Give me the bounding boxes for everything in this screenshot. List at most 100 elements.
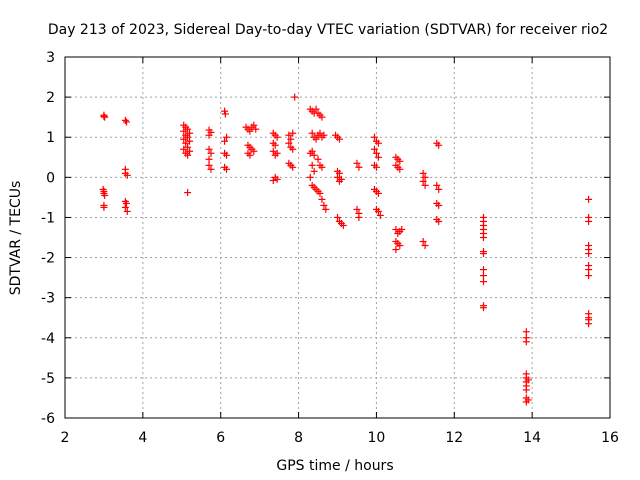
data-point bbox=[289, 145, 297, 153]
data-point bbox=[308, 147, 316, 155]
data-point bbox=[585, 272, 593, 280]
data-point bbox=[479, 278, 487, 286]
x-tick-label: 10 bbox=[368, 430, 386, 446]
data-point bbox=[398, 225, 406, 233]
data-point bbox=[524, 376, 532, 384]
y-tick-label: -3 bbox=[41, 291, 55, 307]
data-point bbox=[396, 157, 404, 165]
data-point bbox=[433, 181, 441, 189]
data-point bbox=[585, 217, 593, 225]
data-point bbox=[123, 207, 131, 215]
data-point bbox=[100, 203, 108, 211]
data-point bbox=[421, 181, 429, 189]
data-point bbox=[334, 173, 341, 181]
data-point bbox=[101, 113, 109, 121]
data-point bbox=[372, 163, 380, 171]
data-point bbox=[205, 161, 213, 169]
data-point bbox=[205, 145, 213, 153]
data-point bbox=[246, 151, 254, 159]
data-point bbox=[186, 129, 194, 137]
data-point bbox=[585, 320, 593, 328]
data-point bbox=[396, 242, 404, 250]
y-tick-label: -2 bbox=[41, 251, 55, 267]
data-point bbox=[121, 116, 129, 124]
y-tick-label: -4 bbox=[41, 331, 55, 347]
data-point bbox=[355, 163, 363, 171]
data-point bbox=[223, 151, 231, 159]
data-point bbox=[392, 246, 400, 254]
data-point bbox=[308, 161, 316, 169]
data-point bbox=[320, 131, 328, 139]
data-point bbox=[479, 304, 487, 312]
data-point bbox=[320, 201, 328, 209]
data-point bbox=[419, 177, 427, 185]
data-point bbox=[123, 199, 131, 207]
data-point bbox=[273, 175, 281, 183]
data-point bbox=[101, 191, 109, 199]
data-point bbox=[355, 213, 363, 221]
data-point bbox=[339, 221, 347, 229]
data-point bbox=[435, 217, 443, 225]
data-point bbox=[123, 118, 131, 126]
x-tick-label: 14 bbox=[523, 430, 541, 446]
data-point bbox=[435, 141, 443, 149]
data-point bbox=[585, 195, 593, 203]
data-point bbox=[273, 149, 281, 157]
y-tick-label: 1 bbox=[46, 130, 55, 146]
data-point bbox=[370, 145, 378, 153]
data-point bbox=[374, 207, 382, 215]
data-point bbox=[376, 211, 384, 219]
data-point bbox=[335, 169, 343, 177]
data-point bbox=[322, 205, 330, 213]
data-point bbox=[223, 133, 231, 141]
data-point bbox=[250, 121, 258, 129]
data-point bbox=[524, 396, 532, 404]
data-point bbox=[479, 234, 487, 241]
data-point bbox=[184, 133, 192, 141]
x-tick-label: 6 bbox=[216, 430, 225, 446]
data-point bbox=[121, 203, 129, 211]
y-tick-label: 2 bbox=[46, 90, 55, 106]
data-point bbox=[370, 133, 378, 141]
data-point bbox=[353, 205, 361, 213]
data-point bbox=[316, 129, 324, 137]
data-point bbox=[184, 143, 192, 151]
data-point bbox=[246, 127, 254, 135]
grid bbox=[65, 57, 610, 418]
data-point bbox=[100, 112, 108, 120]
data-point bbox=[312, 135, 320, 143]
y-tick-label: 0 bbox=[46, 170, 55, 186]
data-point bbox=[479, 250, 487, 258]
data-point bbox=[316, 189, 324, 197]
data-point bbox=[289, 129, 297, 137]
data-point bbox=[310, 151, 318, 159]
data-point bbox=[205, 155, 213, 163]
data-point bbox=[184, 125, 192, 133]
data-point bbox=[207, 165, 215, 173]
data-point bbox=[396, 165, 404, 173]
data-point bbox=[522, 328, 530, 336]
y-tick-label: 3 bbox=[46, 50, 55, 66]
x-tick-label: 2 bbox=[61, 430, 70, 446]
data-point bbox=[353, 159, 361, 167]
data-point bbox=[421, 242, 429, 250]
x-tick-label: 8 bbox=[294, 430, 303, 446]
data-point bbox=[522, 338, 530, 346]
data-point bbox=[186, 147, 194, 155]
data-point bbox=[184, 189, 192, 197]
data-point bbox=[207, 149, 215, 157]
data-point bbox=[285, 131, 293, 139]
data-point bbox=[269, 177, 277, 185]
data-point bbox=[273, 133, 281, 141]
data-point bbox=[287, 135, 295, 143]
plot-frame bbox=[64, 56, 611, 419]
data-point bbox=[372, 149, 380, 157]
data-point bbox=[180, 145, 188, 153]
y-tick-label: -1 bbox=[41, 210, 55, 226]
y-tick-label: -6 bbox=[41, 411, 55, 427]
x-tick-label: 4 bbox=[138, 430, 147, 446]
data-point bbox=[335, 135, 343, 143]
x-axis-label: GPS time / hours bbox=[276, 458, 393, 474]
